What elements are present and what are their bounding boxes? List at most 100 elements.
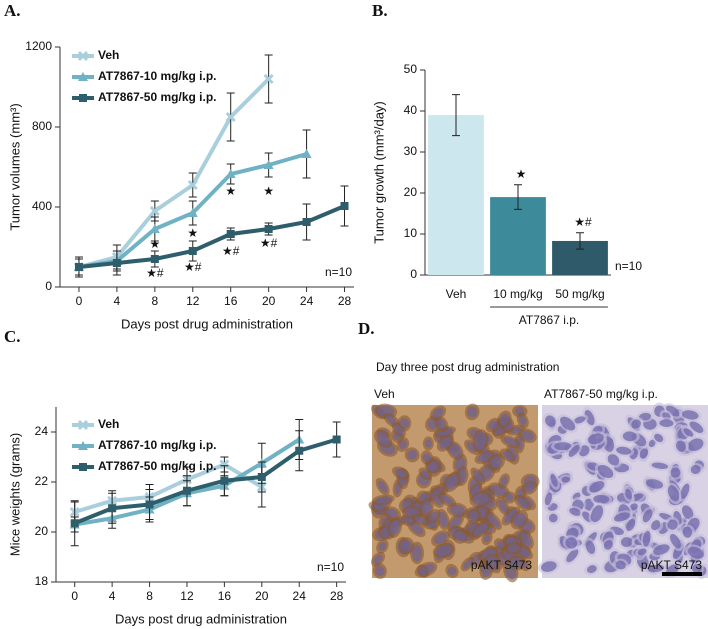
nucleus [561,476,571,483]
panel-label: B. [372,1,388,20]
nucleus [516,497,529,509]
y-tick-label: 0 [45,279,52,293]
series-line [73,437,338,526]
nucleus [659,419,674,427]
bar [428,115,484,275]
y-tick-label: 10 [404,226,418,240]
note: n=10 [615,259,642,273]
y-tick-label: 30 [404,144,418,158]
marker [182,486,191,495]
nucleus [638,412,652,421]
marker [220,476,229,485]
marker [70,519,79,528]
nucleus [616,446,632,455]
micrographs: pAKT S473 pAKT S473 [368,402,708,583]
nucleus [463,559,472,569]
nucleus [373,554,383,564]
nucleus [613,512,630,522]
nucleus [487,513,500,528]
nucleus [394,468,407,478]
y-tick-label: 1200 [25,39,52,53]
nucleus [448,443,462,458]
nucleus [639,448,648,459]
nucleus [590,505,604,523]
marker [301,149,312,158]
nucleus [504,509,518,524]
nucleus [625,488,633,500]
marker [78,441,88,450]
nucleus [603,540,613,550]
note: n=10 [325,265,352,279]
nucleus [568,445,580,457]
nucleus [629,503,638,511]
y-tick-label: 20 [404,185,418,199]
y-axis-label: Tumor volumes (mm³) [7,103,22,230]
nucleus [374,496,392,504]
marker [219,459,230,470]
nucleus [637,548,647,556]
nucleus [586,565,597,574]
nucleus [421,500,432,515]
stain-label: pAKT S473 [471,558,532,572]
x-tick-label: 4 [114,294,121,308]
nucleus [665,405,680,417]
marker [149,205,160,217]
nucleus [631,419,641,429]
marker [263,73,274,85]
x-tick-label: 12 [186,294,200,308]
nucleus [438,511,448,528]
x-tick-label: 28 [330,589,344,603]
x-tick-label: 10 mg/kg [493,287,542,301]
nucleus [421,469,430,478]
marker [226,230,235,238]
nucleus [607,454,620,466]
bar [490,197,546,275]
nucleus [496,540,505,549]
marker [77,419,89,431]
nucleus [654,433,664,443]
marker [225,111,236,123]
nucleus [518,415,527,426]
nucleus [642,509,653,523]
y-tick-label: 0 [410,267,417,281]
nucleus [499,413,510,426]
nucleus [683,428,694,437]
nucleus [573,416,586,424]
y-tick-label: 24 [35,424,49,438]
error-bar [514,184,522,210]
nucleus [429,511,439,522]
note: n=10 [317,560,344,574]
nucleus [447,566,457,576]
nucleus [680,483,690,499]
scale-bar [662,572,702,576]
error-bar [576,232,584,250]
x-tick-label: 0 [71,589,78,603]
marker [225,169,236,178]
nucleus [466,406,478,418]
nucleus [509,557,523,569]
nucleus [544,492,553,506]
nucleus [378,541,387,551]
marker [149,224,160,233]
marker [187,208,198,217]
y-axis-label: Mice weights (grams) [7,433,22,557]
x-tick-label: 16 [218,589,232,603]
marker [295,446,304,455]
panel-label: A. [4,1,21,20]
nucleus [474,432,487,450]
marker [257,473,266,481]
nucleus [486,555,498,568]
nucleus [642,530,651,547]
nucleus [503,437,518,446]
group-label: AT7867 i.p. [519,313,579,327]
nucleus [437,428,454,436]
x-tick-label: 24 [300,294,314,308]
annotation: ★# [146,266,164,280]
legend-label: Veh [98,417,119,431]
nucleus [436,418,447,429]
marker [77,50,89,62]
legend-label: AT7867-10 mg/kg i.p. [98,69,216,83]
marker [79,94,87,102]
marker [108,504,117,513]
